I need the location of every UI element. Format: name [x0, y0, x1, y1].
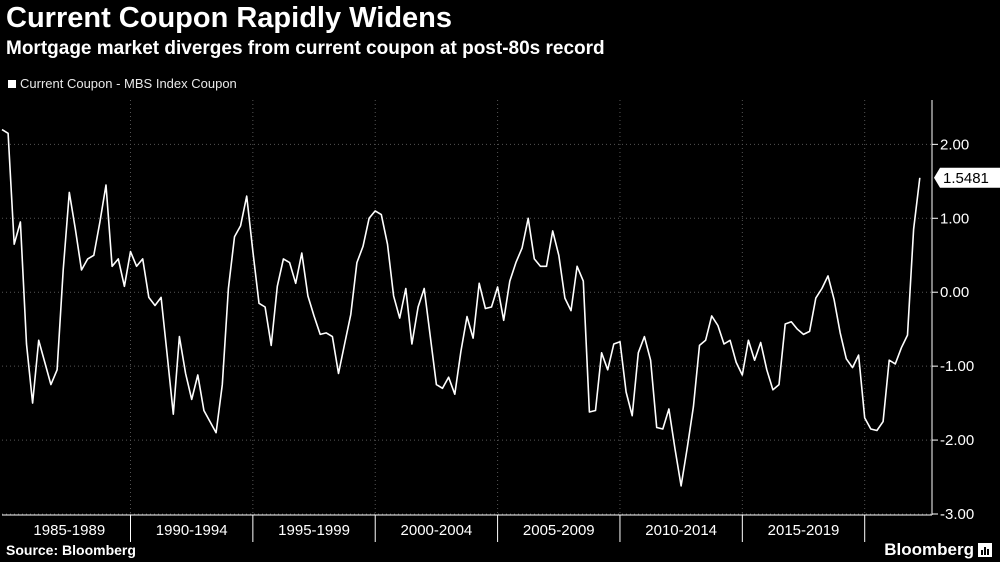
legend: Current Coupon - MBS Index Coupon: [8, 76, 237, 91]
x-tick-label: 2015-2019: [768, 522, 840, 539]
source-note: Source: Bloomberg: [6, 542, 136, 558]
last-value-label: 1.5481: [943, 170, 989, 187]
y-tick-label: -1.00: [940, 358, 974, 375]
y-tick-label: 0.00: [940, 284, 969, 301]
chart-title: Current Coupon Rapidly Widens: [6, 2, 453, 34]
x-tick-label: 2000-2004: [401, 522, 473, 539]
y-tick-label: -2.00: [940, 432, 974, 449]
legend-label: Current Coupon - MBS Index Coupon: [20, 76, 237, 91]
brand-logo-text: Bloomberg: [884, 540, 974, 559]
y-tick-label: 1.00: [940, 210, 969, 227]
x-tick-label: 2005-2009: [523, 522, 595, 539]
y-tick-label: 2.00: [940, 136, 969, 153]
y-tick-label: -3.00: [940, 506, 974, 523]
x-tick-label: 1990-1994: [156, 522, 228, 539]
series-line: [1, 128, 921, 487]
legend-swatch: [8, 79, 16, 88]
last-value-tag: [934, 167, 1000, 188]
bloomberg-bars-icon: [978, 543, 992, 557]
x-tick-label: 1985-1989: [33, 522, 105, 539]
x-tick-label: 2010-2014: [645, 522, 717, 539]
chart-subtitle: Mortgage market diverges from current co…: [6, 38, 605, 59]
x-tick-label: 1995-1999: [278, 522, 350, 539]
